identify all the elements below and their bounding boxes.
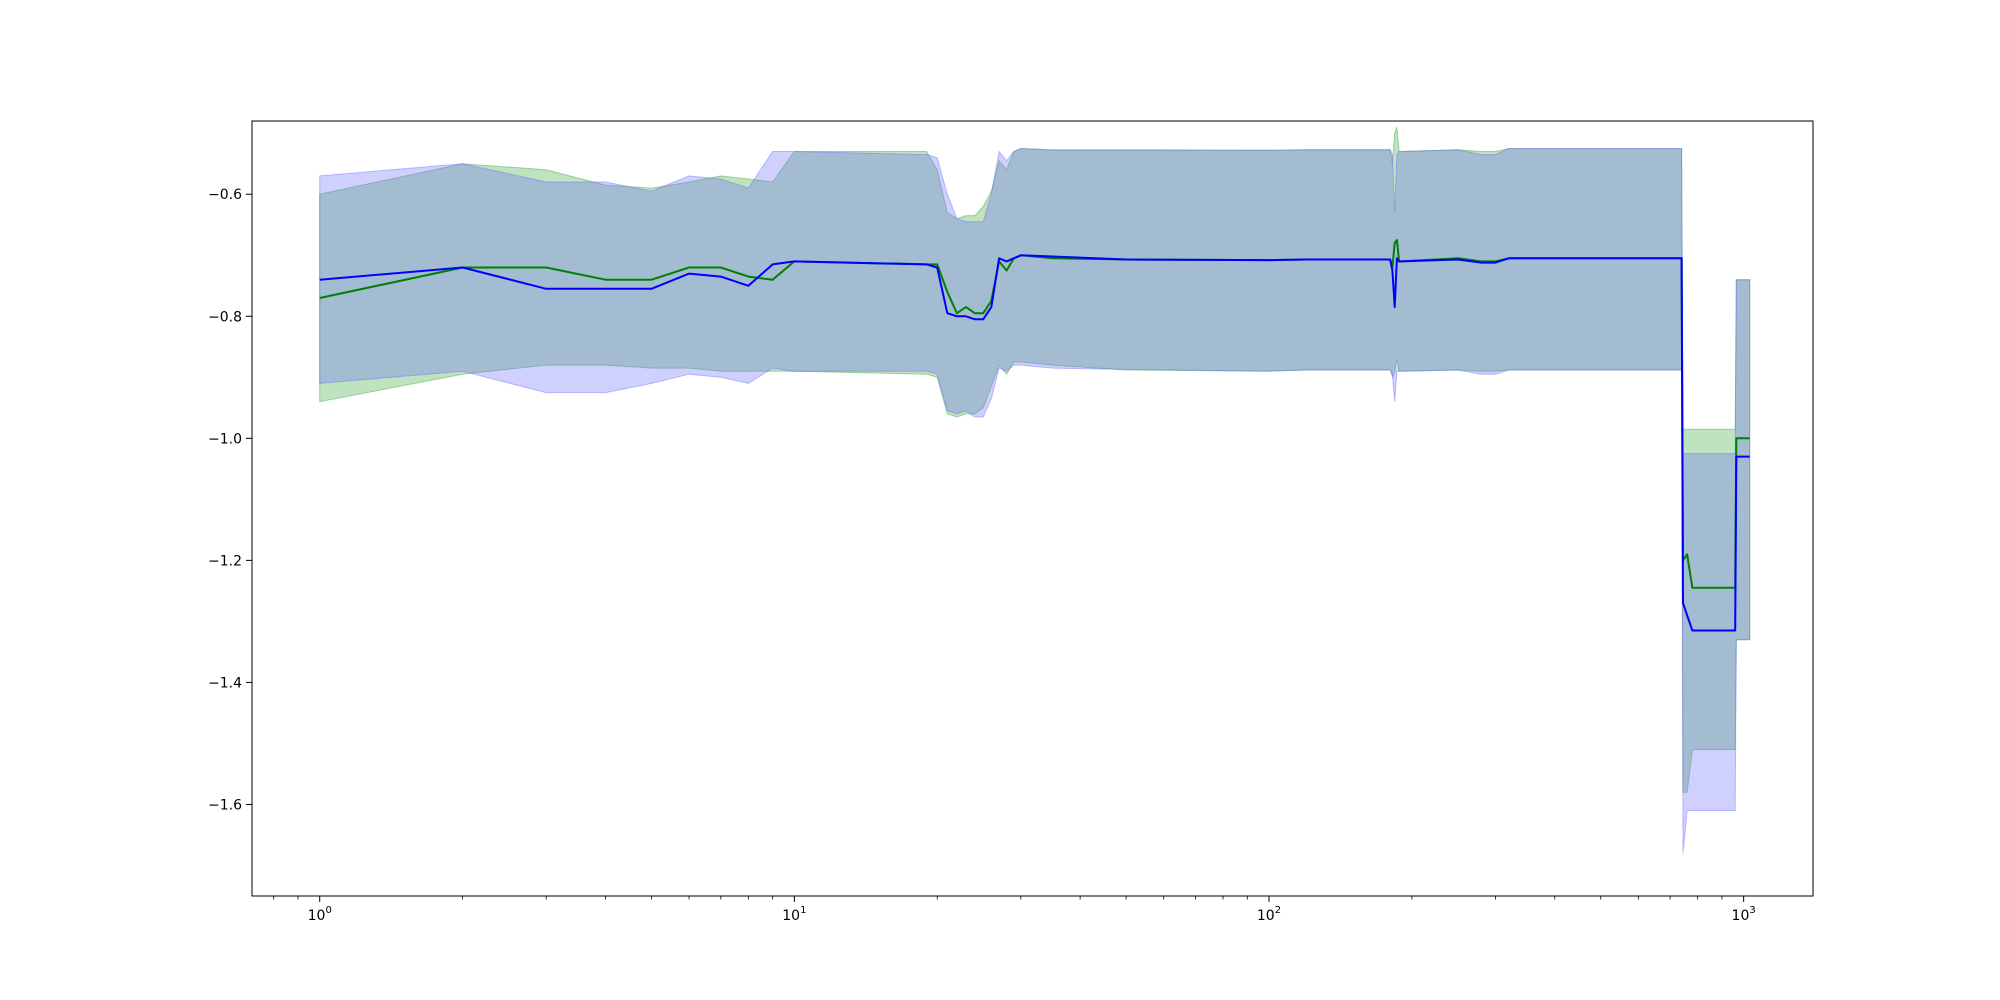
y-tick-label: −1.6	[208, 797, 242, 813]
y-tick-label: −1.2	[208, 553, 242, 569]
plot-frame	[251, 120, 1814, 897]
band-series-0	[319, 126, 1751, 793]
y-tick-label: −0.6	[208, 187, 242, 203]
y-tick-label: −0.8	[208, 309, 242, 325]
band-series-1	[319, 147, 1751, 854]
y-tick-label: −1.0	[208, 431, 242, 447]
series-lines	[319, 239, 1750, 632]
y-axis-ticks: −0.6 −0.8 −1.0 −1.2 −1.4 −1.6	[208, 187, 252, 813]
confidence-bands	[319, 126, 1751, 854]
line-series-1	[319, 254, 1750, 632]
y-tick-label: −1.4	[208, 675, 242, 691]
